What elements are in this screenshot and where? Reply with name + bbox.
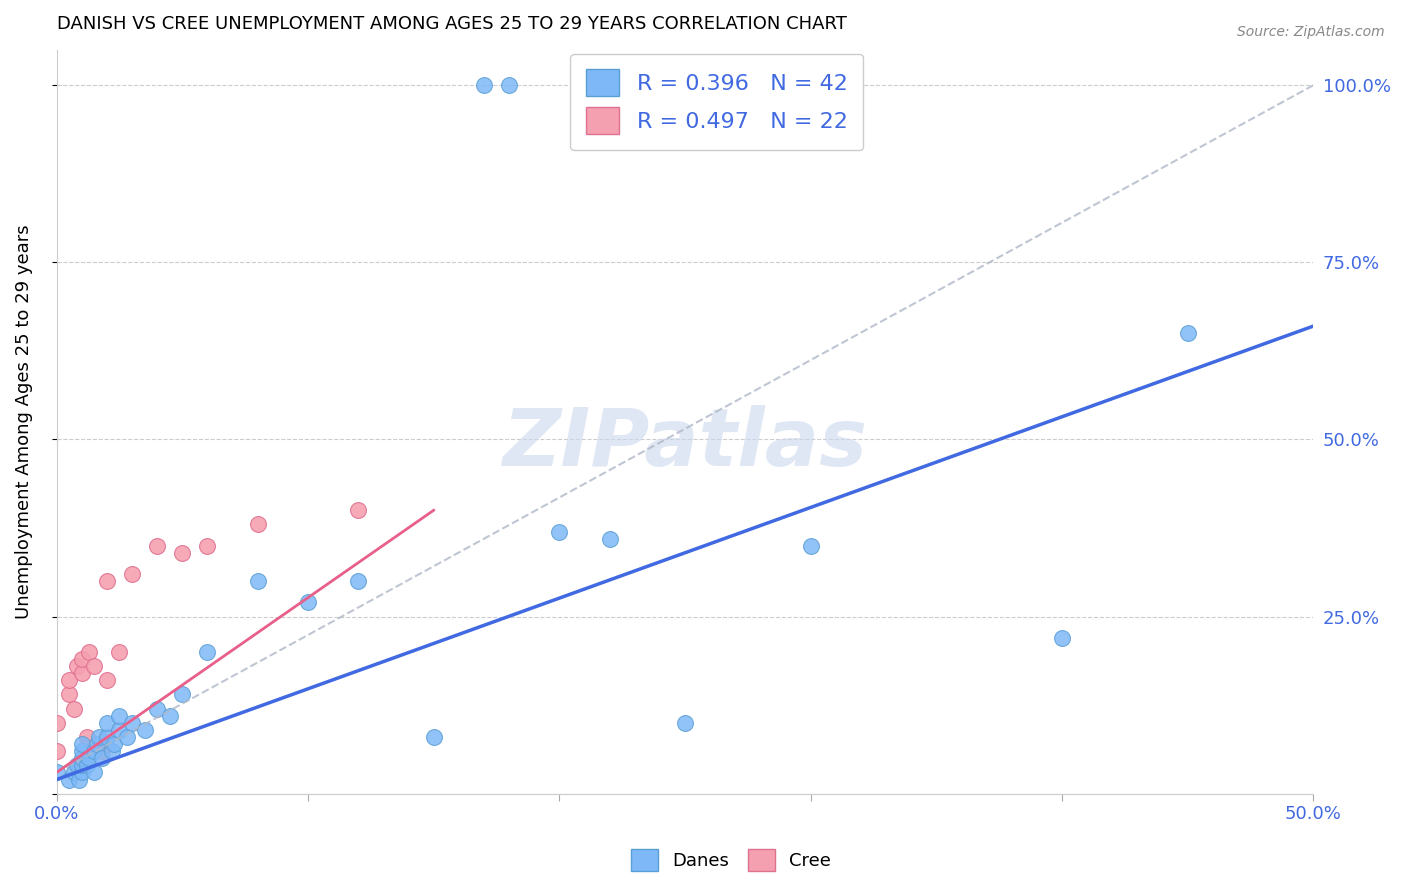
Danes xyxy=(90,751,112,765)
Danes xyxy=(108,708,131,723)
Danes xyxy=(70,737,93,751)
Cree xyxy=(197,539,219,553)
Danes xyxy=(347,574,370,589)
Cree xyxy=(70,666,93,681)
Danes xyxy=(800,539,823,553)
Cree xyxy=(96,574,118,589)
Cree xyxy=(45,715,67,730)
Danes xyxy=(70,751,93,765)
Danes xyxy=(172,688,194,702)
Danes xyxy=(70,758,93,772)
Cree xyxy=(66,659,89,673)
Danes xyxy=(76,758,98,772)
Danes xyxy=(79,751,101,765)
Danes xyxy=(548,524,571,539)
Cree xyxy=(63,701,86,715)
Danes xyxy=(115,730,138,744)
Cree xyxy=(83,659,105,673)
Cree xyxy=(246,517,269,532)
Danes xyxy=(246,574,269,589)
Danes xyxy=(83,765,105,780)
Danes xyxy=(86,737,108,751)
Cree xyxy=(79,645,101,659)
Danes xyxy=(96,730,118,744)
Y-axis label: Unemployment Among Ages 25 to 29 years: Unemployment Among Ages 25 to 29 years xyxy=(15,225,32,619)
Danes xyxy=(297,595,319,609)
Danes xyxy=(45,765,67,780)
Cree xyxy=(96,673,118,688)
Text: DANISH VS CREE UNEMPLOYMENT AMONG AGES 25 TO 29 YEARS CORRELATION CHART: DANISH VS CREE UNEMPLOYMENT AMONG AGES 2… xyxy=(56,15,846,33)
Legend: R = 0.396   N = 42, R = 0.497   N = 22: R = 0.396 N = 42, R = 0.497 N = 22 xyxy=(571,54,863,150)
Danes xyxy=(101,744,124,758)
Danes xyxy=(89,730,111,744)
Danes xyxy=(83,744,105,758)
Cree xyxy=(58,673,80,688)
Danes xyxy=(159,708,181,723)
Danes xyxy=(134,723,156,737)
Legend: Danes, Cree: Danes, Cree xyxy=(624,842,838,879)
Cree xyxy=(121,567,143,582)
Danes xyxy=(108,723,131,737)
Cree xyxy=(108,645,131,659)
Danes xyxy=(197,645,219,659)
Danes xyxy=(66,758,89,772)
Cree xyxy=(146,539,169,553)
Danes xyxy=(1050,631,1073,645)
Danes xyxy=(472,78,495,93)
Cree xyxy=(67,758,90,772)
Danes xyxy=(146,701,169,715)
Danes xyxy=(103,737,125,751)
Danes xyxy=(58,772,80,787)
Cree xyxy=(90,744,112,758)
Cree xyxy=(70,652,93,666)
Danes xyxy=(70,765,93,780)
Danes xyxy=(96,715,118,730)
Danes xyxy=(498,78,520,93)
Danes xyxy=(1177,326,1199,341)
Danes xyxy=(121,715,143,730)
Cree xyxy=(58,688,80,702)
Danes xyxy=(70,744,93,758)
Cree xyxy=(45,744,67,758)
Text: ZIPatlas: ZIPatlas xyxy=(502,405,868,483)
Danes xyxy=(63,765,86,780)
Text: Source: ZipAtlas.com: Source: ZipAtlas.com xyxy=(1237,25,1385,39)
Danes xyxy=(599,532,621,546)
Danes xyxy=(673,715,696,730)
Cree xyxy=(76,730,98,744)
Danes xyxy=(67,772,90,787)
Danes xyxy=(422,730,444,744)
Cree xyxy=(172,546,194,560)
Cree xyxy=(347,503,370,517)
